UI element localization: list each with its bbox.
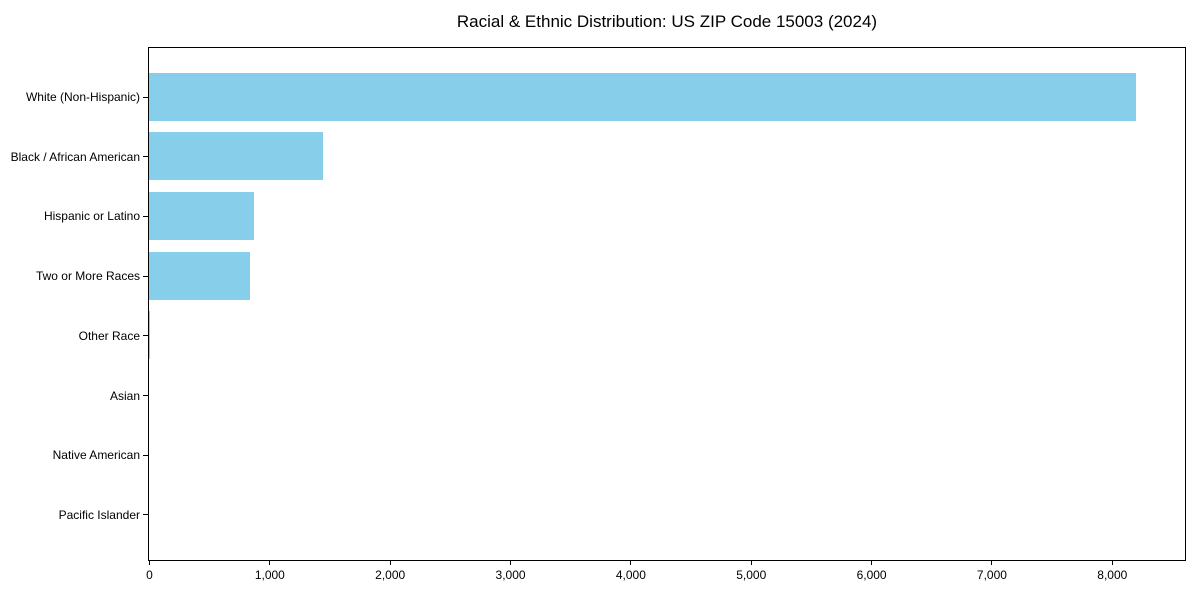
y-axis-category-label: Asian (109, 388, 140, 403)
y-axis-category-label: White (Non-Hispanic) (25, 90, 140, 104)
x-axis-tick-label: 0 (146, 568, 153, 582)
y-axis-tick (143, 215, 148, 217)
x-axis-tick (269, 561, 271, 565)
x-axis-tick (510, 561, 512, 565)
bar (149, 191, 255, 240)
bar (149, 132, 323, 181)
x-axis-tick-label: 7,000 (976, 568, 1007, 582)
x-axis-tick-label: 4,000 (615, 568, 646, 582)
bar (149, 311, 151, 360)
y-axis-tick (143, 275, 148, 277)
bar (149, 251, 251, 300)
plot-area (148, 47, 1186, 561)
y-axis-category-label: Two or More Races (35, 269, 140, 284)
y-axis-tick (143, 395, 148, 396)
x-axis-tick-label: 6,000 (856, 568, 887, 582)
x-axis-tick (149, 561, 150, 565)
y-axis-tick (143, 335, 148, 337)
x-axis-tick-label: 8,000 (1097, 568, 1128, 582)
y-axis-tick (143, 96, 148, 98)
x-axis-tick-label: 1,000 (254, 568, 285, 582)
x-axis-tick (871, 561, 873, 565)
y-axis-category-label: Native American (52, 448, 140, 463)
y-axis-category-label: Black / African American (10, 149, 140, 164)
y-axis-category-label: Hispanic or Latino (43, 209, 140, 224)
x-axis-tick (389, 561, 391, 565)
x-axis-tick-label: 3,000 (495, 568, 526, 582)
bar (149, 72, 1136, 121)
x-axis-tick (750, 561, 752, 565)
x-axis-tick-label: 2,000 (375, 568, 406, 582)
y-axis-tick (143, 454, 148, 456)
x-axis-tick-label: 5,000 (736, 568, 767, 582)
y-axis-category-label: Other Race (78, 328, 140, 343)
x-axis-tick (630, 561, 632, 565)
x-axis-tick (1111, 561, 1113, 565)
chart-title: Racial & Ethnic Distribution: US ZIP Cod… (456, 12, 878, 31)
y-axis-tick (143, 156, 148, 158)
y-axis-category-label: Pacific Islander (58, 507, 140, 522)
x-axis-tick (991, 561, 993, 565)
y-axis-tick (143, 514, 148, 516)
